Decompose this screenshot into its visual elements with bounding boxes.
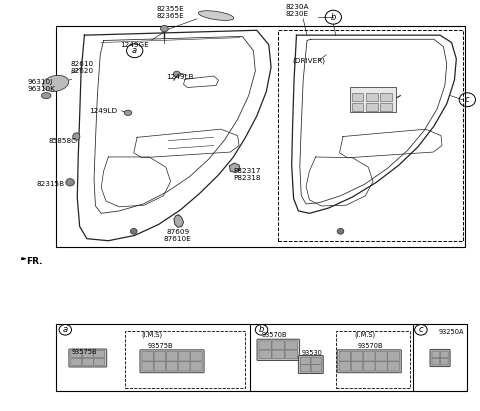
FancyBboxPatch shape <box>339 351 351 361</box>
FancyBboxPatch shape <box>375 351 387 361</box>
Text: 93575B: 93575B <box>147 343 173 349</box>
FancyBboxPatch shape <box>351 351 363 361</box>
Circle shape <box>160 25 168 32</box>
Text: a: a <box>132 46 137 55</box>
FancyBboxPatch shape <box>71 351 82 358</box>
Circle shape <box>131 229 137 234</box>
FancyBboxPatch shape <box>363 351 375 361</box>
FancyBboxPatch shape <box>166 351 178 361</box>
Text: 87609
87610E: 87609 87610E <box>164 229 192 242</box>
FancyBboxPatch shape <box>191 361 202 371</box>
Text: 1249LB: 1249LB <box>166 74 193 80</box>
FancyBboxPatch shape <box>259 341 272 350</box>
FancyBboxPatch shape <box>440 351 448 358</box>
Text: 93570B: 93570B <box>358 343 384 349</box>
FancyBboxPatch shape <box>179 351 190 361</box>
Bar <box>56 26 465 247</box>
Bar <box>366 93 378 101</box>
FancyBboxPatch shape <box>154 351 166 361</box>
Bar <box>380 103 392 111</box>
Text: 93570B: 93570B <box>262 332 287 338</box>
Ellipse shape <box>198 11 234 21</box>
FancyBboxPatch shape <box>140 350 204 373</box>
Circle shape <box>66 179 74 186</box>
FancyBboxPatch shape <box>299 356 323 374</box>
FancyBboxPatch shape <box>94 351 105 358</box>
FancyBboxPatch shape <box>94 358 105 365</box>
Bar <box>336 330 410 388</box>
Circle shape <box>337 229 344 234</box>
FancyBboxPatch shape <box>430 349 450 367</box>
FancyBboxPatch shape <box>191 351 202 361</box>
Bar <box>125 330 245 388</box>
Bar <box>366 103 378 111</box>
Text: c: c <box>419 325 423 334</box>
Text: (I.M.S): (I.M.S) <box>141 331 162 338</box>
Text: 93250A: 93250A <box>439 329 465 335</box>
Bar <box>351 93 363 101</box>
FancyBboxPatch shape <box>285 341 298 350</box>
Text: FR.: FR. <box>26 257 43 266</box>
Text: 1249LD: 1249LD <box>89 108 118 114</box>
FancyBboxPatch shape <box>272 350 285 359</box>
Text: b: b <box>331 13 336 22</box>
FancyBboxPatch shape <box>82 358 93 365</box>
FancyBboxPatch shape <box>82 351 93 358</box>
FancyBboxPatch shape <box>337 350 401 373</box>
FancyBboxPatch shape <box>388 351 399 361</box>
Text: P82317
P82318: P82317 P82318 <box>233 168 260 180</box>
FancyBboxPatch shape <box>388 361 399 371</box>
FancyBboxPatch shape <box>71 358 82 365</box>
FancyBboxPatch shape <box>179 361 190 371</box>
Bar <box>351 103 363 111</box>
FancyBboxPatch shape <box>300 357 311 364</box>
Polygon shape <box>174 215 183 227</box>
Ellipse shape <box>73 133 80 140</box>
FancyBboxPatch shape <box>351 361 363 371</box>
FancyBboxPatch shape <box>375 361 387 371</box>
Bar <box>56 325 468 391</box>
Text: 93575B: 93575B <box>72 349 97 355</box>
FancyBboxPatch shape <box>285 350 298 359</box>
Text: 82355E
82365E: 82355E 82365E <box>157 6 184 19</box>
FancyBboxPatch shape <box>311 357 322 364</box>
Bar <box>350 88 396 112</box>
Text: (DRIVER): (DRIVER) <box>293 58 325 64</box>
Text: (I.M.S): (I.M.S) <box>354 331 375 338</box>
FancyBboxPatch shape <box>432 358 440 365</box>
Ellipse shape <box>43 75 69 91</box>
Text: c: c <box>465 95 469 104</box>
Text: a: a <box>63 325 68 334</box>
FancyBboxPatch shape <box>69 349 107 367</box>
FancyBboxPatch shape <box>363 361 375 371</box>
Circle shape <box>173 71 180 77</box>
Polygon shape <box>22 258 25 259</box>
Ellipse shape <box>41 92 51 99</box>
FancyBboxPatch shape <box>259 350 272 359</box>
Bar <box>278 30 463 241</box>
FancyBboxPatch shape <box>272 341 285 350</box>
Text: 93530: 93530 <box>301 350 322 356</box>
Text: b: b <box>259 325 264 334</box>
FancyBboxPatch shape <box>142 361 154 371</box>
Text: 96310J
96310K: 96310J 96310K <box>27 79 55 92</box>
FancyBboxPatch shape <box>300 365 311 372</box>
FancyBboxPatch shape <box>257 339 300 360</box>
Text: 82315B: 82315B <box>36 181 65 187</box>
Bar <box>380 93 392 101</box>
Polygon shape <box>229 163 240 173</box>
FancyBboxPatch shape <box>154 361 166 371</box>
FancyBboxPatch shape <box>440 358 448 365</box>
Ellipse shape <box>124 110 132 115</box>
FancyBboxPatch shape <box>166 361 178 371</box>
Text: 1249GE: 1249GE <box>120 42 149 48</box>
Text: 82610
82620: 82610 82620 <box>70 60 93 74</box>
FancyBboxPatch shape <box>339 361 351 371</box>
FancyBboxPatch shape <box>432 351 440 358</box>
Text: 85858C: 85858C <box>48 139 77 144</box>
FancyBboxPatch shape <box>311 365 322 372</box>
FancyBboxPatch shape <box>142 351 154 361</box>
Text: 8230A
8230E: 8230A 8230E <box>286 4 309 17</box>
